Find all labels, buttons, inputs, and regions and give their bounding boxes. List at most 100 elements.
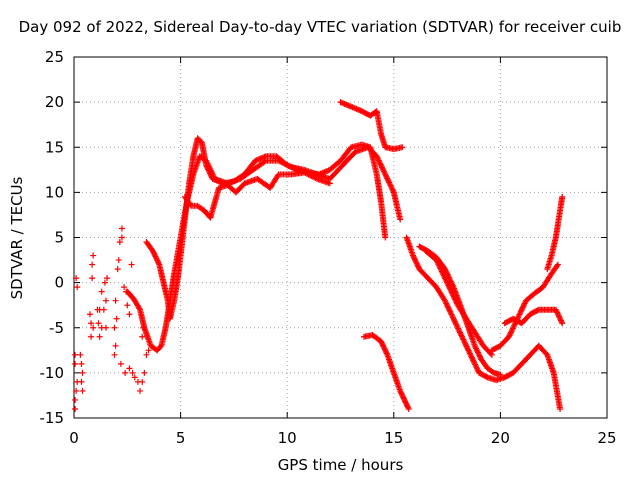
data-point	[377, 161, 384, 168]
data-point	[137, 387, 144, 394]
data-point	[455, 325, 462, 332]
data-point	[557, 316, 564, 323]
data-point	[386, 179, 393, 186]
data-point	[519, 304, 526, 311]
data-point	[104, 275, 111, 282]
data-point	[515, 314, 522, 321]
data-point	[510, 324, 517, 331]
data-point	[101, 279, 108, 286]
data-point	[113, 315, 120, 322]
data-point	[413, 260, 420, 267]
data-point	[471, 342, 478, 349]
data-point	[552, 306, 559, 313]
data-point	[519, 306, 526, 313]
data-point	[449, 312, 456, 319]
data-point	[205, 163, 212, 170]
data-point	[463, 343, 470, 350]
x-axis-label: GPS time / hours	[277, 456, 404, 474]
data-point	[114, 266, 121, 273]
data-point	[149, 248, 156, 255]
data-point	[464, 346, 471, 353]
data-points	[72, 99, 566, 412]
data-point	[466, 349, 473, 356]
data-point	[378, 338, 385, 345]
data-point	[459, 335, 466, 342]
data-point	[553, 308, 560, 315]
data-point	[377, 160, 384, 167]
data-point	[86, 311, 93, 318]
data-point	[450, 315, 457, 322]
data-point	[111, 351, 118, 358]
data-point	[208, 168, 215, 175]
data-point	[98, 288, 105, 295]
data-point	[442, 299, 449, 306]
data-point	[154, 257, 161, 264]
data-point	[73, 275, 80, 282]
data-point	[89, 275, 96, 282]
data-point	[210, 173, 217, 180]
data-point	[521, 300, 528, 307]
data-point	[79, 369, 86, 376]
data-point	[412, 257, 419, 264]
data-point	[456, 328, 463, 335]
data-point	[521, 301, 528, 308]
data-point	[446, 307, 453, 314]
data-point	[381, 169, 388, 176]
data-point	[96, 333, 103, 340]
data-point	[475, 349, 482, 356]
data-point	[112, 297, 119, 304]
data-point	[378, 339, 385, 346]
data-point	[155, 258, 162, 265]
data-point	[382, 234, 389, 241]
data-point	[459, 333, 466, 340]
data-point	[382, 347, 389, 354]
data-point	[445, 306, 452, 313]
data-point	[455, 326, 462, 333]
data-point	[556, 313, 563, 320]
data-point	[77, 351, 84, 358]
data-point	[508, 328, 515, 335]
data-point	[452, 319, 459, 326]
data-point	[471, 360, 478, 367]
y-tick-label: 20	[45, 93, 64, 111]
data-point	[79, 387, 86, 394]
data-point	[88, 320, 95, 327]
data-point	[102, 324, 109, 331]
data-point	[534, 307, 541, 314]
data-point	[497, 371, 504, 378]
data-point	[386, 181, 393, 188]
data-point	[472, 361, 479, 368]
data-point	[405, 405, 412, 412]
data-point	[385, 178, 392, 185]
data-point	[384, 176, 391, 183]
y-tick-label: 25	[45, 48, 64, 66]
data-point	[118, 225, 125, 232]
data-point	[388, 185, 395, 192]
data-point	[112, 342, 119, 349]
data-point	[153, 254, 160, 261]
data-point	[464, 344, 471, 351]
data-point	[516, 311, 523, 318]
data-point	[473, 364, 480, 371]
x-tick-label: 5	[176, 429, 186, 447]
data-point	[126, 311, 133, 318]
data-point	[397, 216, 404, 223]
y-tick-label: -15	[40, 409, 65, 427]
data-point	[380, 168, 387, 175]
data-point	[507, 330, 514, 337]
data-point	[451, 318, 458, 325]
data-point	[90, 324, 97, 331]
x-tick-label: 20	[491, 429, 510, 447]
data-point	[152, 253, 159, 260]
data-point	[472, 344, 479, 351]
data-point	[129, 369, 136, 376]
data-point	[376, 158, 383, 165]
data-point	[520, 303, 527, 310]
data-point	[556, 314, 563, 321]
data-point	[511, 322, 518, 329]
data-point	[204, 160, 211, 167]
data-point	[78, 378, 85, 385]
data-point	[465, 347, 472, 354]
data-point	[380, 167, 387, 174]
data-point	[413, 259, 420, 266]
